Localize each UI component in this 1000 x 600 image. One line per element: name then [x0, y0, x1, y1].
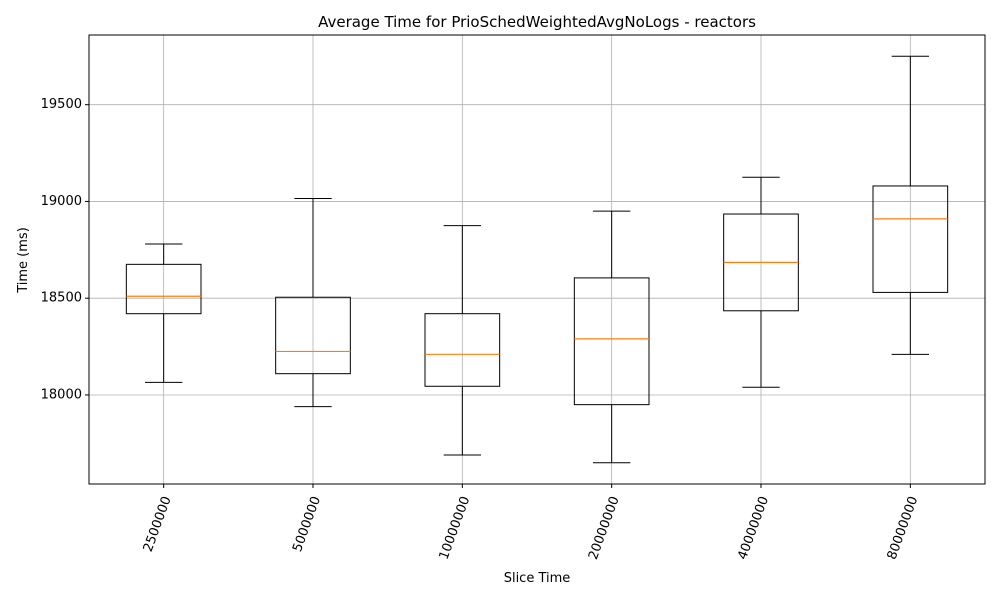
tick-layer: 2500000 5000000 10000000 20000000 40000000 80…: [41, 97, 922, 562]
box-10000000: [424, 225, 501, 456]
iqr-box: [125, 263, 202, 315]
box-layer: [125, 55, 949, 464]
iqr-box: [573, 277, 650, 406]
x-tick-label: 20000000: [586, 494, 623, 561]
box-80000000: [872, 55, 949, 355]
iqr-box: [275, 296, 351, 375]
y-axis-label: Time (ms): [16, 227, 31, 294]
x-axis-label: Slice Time: [504, 571, 571, 586]
box-2500000: [125, 243, 202, 383]
box-40000000: [723, 176, 799, 388]
x-tick-label: 2500000: [141, 494, 175, 554]
box-5000000: [275, 198, 351, 408]
box-20000000: [573, 210, 650, 464]
iqr-box: [872, 185, 949, 293]
x-tick-label: 5000000: [290, 494, 324, 554]
iqr-box: [424, 313, 501, 387]
grid-layer: [89, 35, 985, 484]
x-tick-label: 10000000: [437, 494, 474, 561]
plot-area-frame: [88, 34, 986, 485]
y-tick-label: 18000: [41, 387, 82, 402]
x-tick-label: 40000000: [735, 494, 772, 561]
x-tick-label: 80000000: [885, 494, 922, 561]
chart-title: Average Time for PrioSchedWeightedAvgNoL…: [318, 13, 756, 31]
y-tick-label: 19000: [41, 194, 82, 209]
y-tick-label: 18500: [41, 291, 82, 306]
y-tick-label: 19500: [41, 97, 82, 112]
